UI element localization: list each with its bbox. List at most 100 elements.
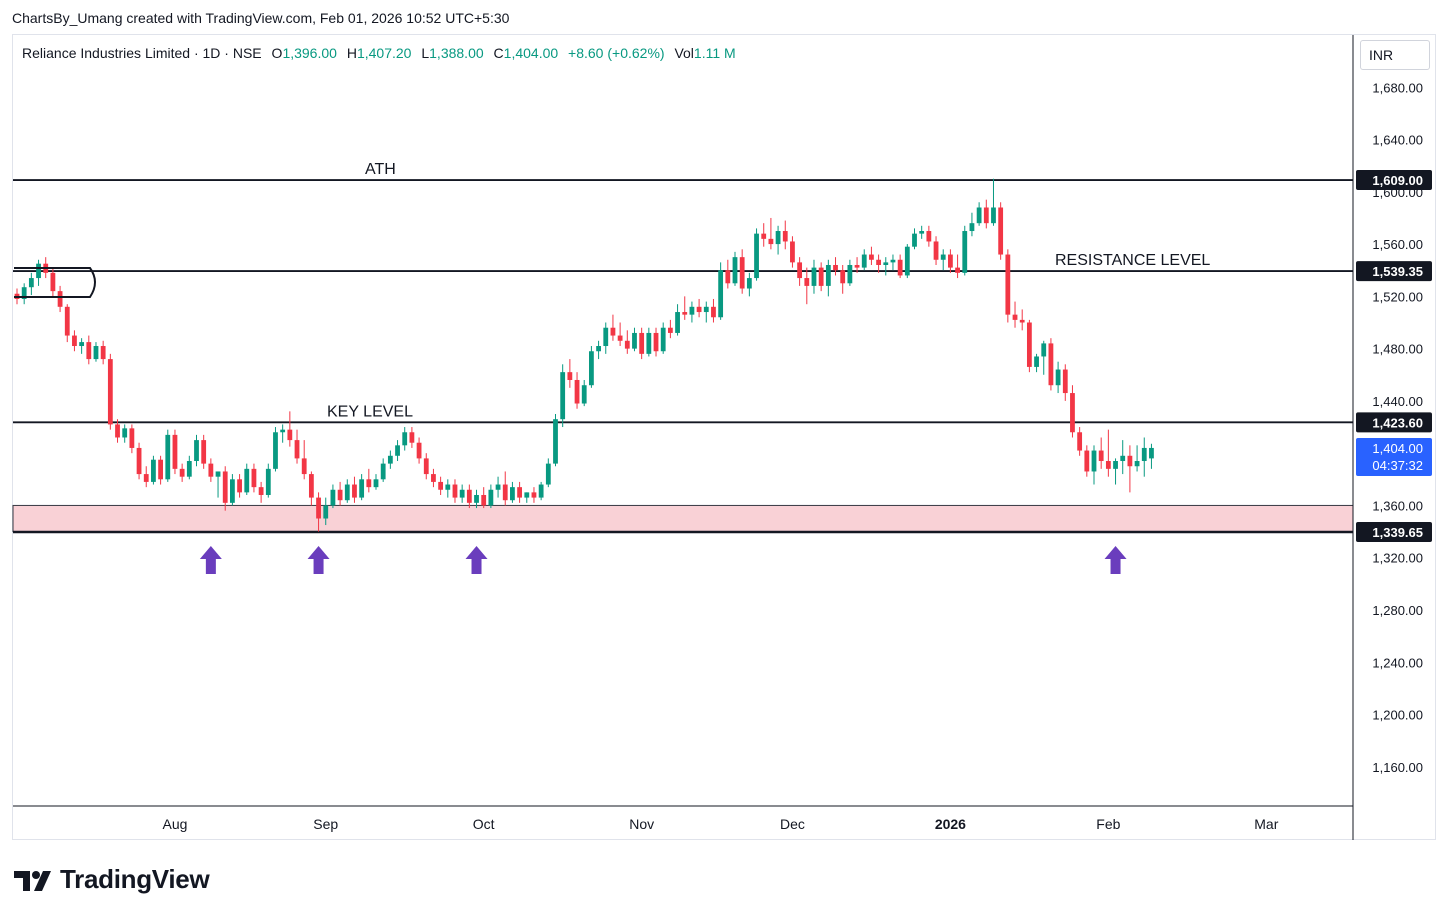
candle-body bbox=[790, 241, 795, 263]
candle-body bbox=[660, 327, 666, 352]
candle-body bbox=[287, 429, 293, 441]
candle-body bbox=[775, 231, 781, 245]
candle-body bbox=[761, 233, 767, 239]
candle-body bbox=[438, 481, 444, 490]
candle-body bbox=[1127, 455, 1133, 467]
candle-body bbox=[610, 327, 616, 336]
candle-body bbox=[179, 468, 185, 477]
candle-body bbox=[574, 379, 580, 404]
candle-body bbox=[72, 335, 77, 347]
candle-body bbox=[165, 434, 171, 480]
price-tag bbox=[1356, 412, 1432, 433]
candle-body bbox=[1077, 432, 1083, 451]
candle-body bbox=[301, 458, 307, 475]
low-value: 1,388.00 bbox=[429, 45, 484, 61]
candle-body bbox=[897, 259, 903, 276]
tradingview-logo[interactable]: TradingView bbox=[14, 864, 210, 895]
candle-body bbox=[718, 270, 724, 318]
candle-body bbox=[983, 207, 989, 224]
candle-body bbox=[840, 270, 846, 284]
close-value: 1,404.00 bbox=[503, 45, 559, 61]
y-tick-label: 1,200.00 bbox=[1372, 708, 1423, 723]
candle-body bbox=[129, 428, 135, 448]
highlight-ellipse bbox=[14, 267, 96, 298]
last-price-tag bbox=[1356, 437, 1432, 476]
candle-body bbox=[1084, 450, 1090, 472]
candle-body bbox=[545, 463, 551, 485]
candle-body bbox=[646, 332, 652, 354]
support-zone bbox=[12, 504, 1354, 533]
candle-body bbox=[689, 306, 695, 315]
y-tick-label: 1,680.00 bbox=[1372, 80, 1423, 95]
x-tick-label: Aug bbox=[162, 816, 187, 832]
candle-body bbox=[409, 432, 415, 443]
candle-body bbox=[560, 372, 566, 420]
candle-body bbox=[725, 270, 731, 284]
candle-body bbox=[1070, 393, 1075, 433]
currency-button[interactable]: INR bbox=[1360, 40, 1430, 70]
candle-body bbox=[323, 505, 329, 519]
candle-body bbox=[352, 484, 357, 498]
y-tick-label: 1,160.00 bbox=[1372, 760, 1423, 775]
candle-body bbox=[531, 492, 537, 498]
candle-body bbox=[524, 492, 530, 498]
candle-body bbox=[1026, 322, 1032, 367]
candle-body bbox=[912, 233, 917, 247]
candle-body bbox=[387, 455, 393, 464]
x-tick-label: Dec bbox=[780, 816, 805, 832]
price-tag-label: 1,339.65 bbox=[1372, 525, 1423, 540]
countdown-label: 04:37:32 bbox=[1372, 458, 1423, 473]
level-label: KEY LEVEL bbox=[327, 403, 413, 420]
candle-body bbox=[280, 429, 286, 433]
candle-body bbox=[79, 342, 85, 347]
level-label: ATH bbox=[365, 161, 396, 178]
candle-body bbox=[940, 254, 946, 260]
candle-body bbox=[1120, 455, 1126, 462]
candle-body bbox=[825, 264, 831, 286]
candle-body bbox=[431, 474, 436, 482]
candle-body bbox=[445, 484, 451, 490]
candle-body bbox=[876, 259, 881, 265]
candle-body bbox=[768, 238, 774, 245]
candle-body bbox=[797, 262, 803, 279]
y-tick-label: 1,480.00 bbox=[1372, 342, 1423, 357]
symbol-title: Reliance Industries Limited · 1D · NSE bbox=[22, 45, 262, 61]
candle-body bbox=[1113, 461, 1118, 469]
candle-body bbox=[57, 291, 63, 307]
candle-body bbox=[948, 254, 953, 268]
candle-body bbox=[1091, 450, 1097, 472]
candle-body bbox=[1141, 447, 1147, 462]
y-tick-label: 1,640.00 bbox=[1372, 133, 1423, 148]
candle-body bbox=[466, 489, 472, 503]
candle-body bbox=[158, 459, 163, 480]
candle-body bbox=[811, 267, 817, 286]
candle-body bbox=[258, 487, 264, 495]
price-tag-label: 1,539.35 bbox=[1372, 264, 1423, 279]
high-value: 1,407.20 bbox=[356, 45, 412, 61]
candle-body bbox=[553, 419, 558, 464]
tradingview-logo-icon bbox=[14, 870, 51, 891]
high-label: H bbox=[346, 45, 357, 61]
chart-caption: ChartsBy_Umang created with TradingView.… bbox=[12, 10, 510, 26]
price-tag-label: 1,423.60 bbox=[1372, 415, 1423, 430]
candle-body bbox=[208, 463, 214, 477]
candle-body bbox=[488, 489, 494, 506]
candle-body bbox=[230, 479, 235, 503]
candle-body bbox=[675, 312, 680, 333]
y-tick-label: 1,320.00 bbox=[1372, 551, 1423, 566]
change-value: +8.60 (+0.62%) bbox=[568, 45, 665, 61]
candle-body bbox=[474, 494, 479, 503]
candle-body bbox=[1105, 461, 1111, 469]
candle-body bbox=[50, 272, 56, 292]
candle-body bbox=[567, 372, 573, 380]
candle-body bbox=[115, 424, 120, 438]
chart-frame bbox=[12, 34, 1436, 840]
candle-body bbox=[64, 306, 70, 336]
candle-body bbox=[510, 487, 515, 501]
candle-body bbox=[998, 207, 1004, 255]
candle-body bbox=[36, 263, 41, 279]
candle-body bbox=[969, 223, 975, 232]
candle-body bbox=[782, 231, 788, 242]
candle-body bbox=[201, 440, 207, 464]
